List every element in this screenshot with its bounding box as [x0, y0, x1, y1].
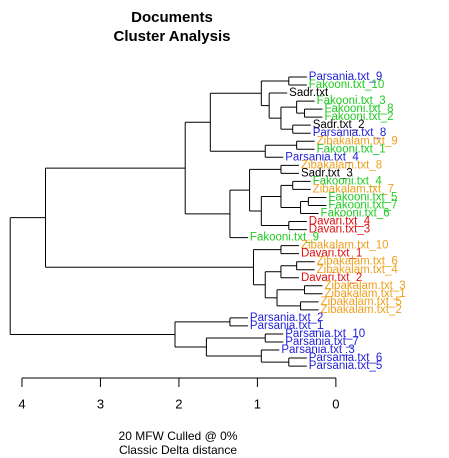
x-tick-label: 4	[18, 396, 25, 411]
x-tick-label: 1	[254, 396, 261, 411]
note: Classic Delta distance	[119, 443, 237, 457]
x-tick-label: 2	[175, 396, 182, 411]
x-tick-label: 3	[97, 396, 104, 411]
x-tick-label: 0	[332, 396, 339, 411]
note: 20 MFW Culled @ 0%	[119, 429, 238, 443]
chart: Documents Cluster Analysis 20 MFW Culled…	[0, 0, 449, 458]
chart-title: Documents	[131, 9, 213, 26]
chart-subtitle: Cluster Analysis	[114, 28, 231, 45]
leaf-label: Zibakalam.txt_2	[321, 304, 402, 316]
leaf-label: Parsania.txt_5	[309, 360, 383, 372]
